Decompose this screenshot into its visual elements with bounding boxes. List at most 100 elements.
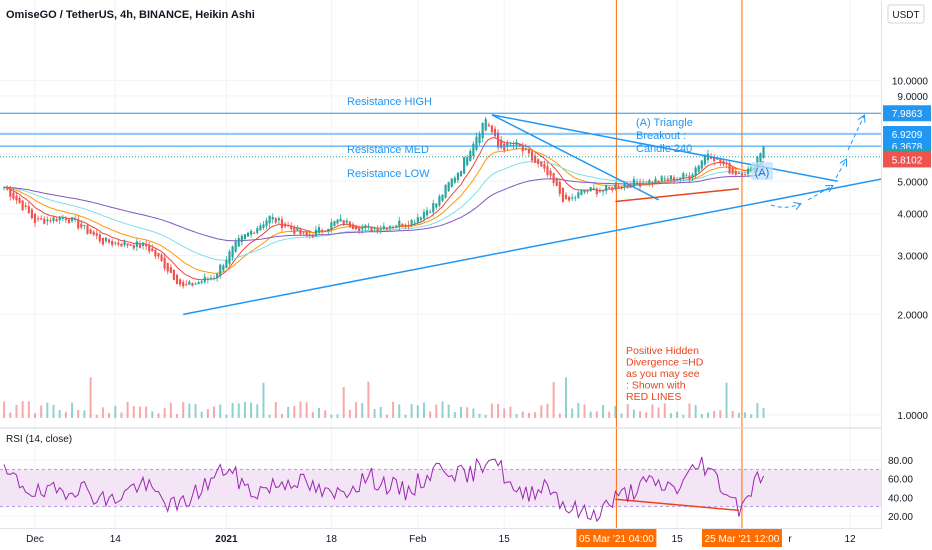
candle-body [453,177,456,183]
volume-bar [108,412,111,418]
candle-body [157,253,160,257]
volume-bar [188,403,191,418]
price-tick-0: 10.0000 [892,77,929,88]
candle-body [333,220,336,227]
candle-body [268,215,271,224]
candle-body [401,223,404,226]
candle-body [500,139,503,148]
trendline-1 [491,114,838,182]
volume-bar [379,406,382,418]
volume-bar [311,411,314,418]
candle-body [274,218,277,223]
candle-body [688,175,691,180]
volume-bar [595,411,598,418]
vertical-marker-labels: 05 Mar '21 04:00 25 Mar '21 12:00 [576,529,782,547]
candle-body [679,177,682,179]
candle-body [475,136,478,150]
trendline-0 [183,174,900,316]
candle-body [398,220,401,227]
volume-bar [182,402,185,418]
volume-bar [46,402,49,418]
candle-body [651,182,654,184]
volume-bar [132,406,135,418]
candle-body [290,225,293,230]
candle-body [623,183,626,188]
volume-bar [34,413,36,418]
candle-body [117,242,120,245]
volume-bar [422,402,425,418]
volume-bar [762,407,765,418]
candle-body [225,259,228,268]
currency-button[interactable] [887,4,925,24]
volume-bar [614,405,617,418]
candle-body [709,156,713,159]
candle-body [589,186,592,192]
level-label-box-0 [883,105,931,122]
candle-body [240,235,243,243]
volume-bar [447,404,450,418]
candle-body [574,197,577,199]
vertical-marker-lines [615,0,743,528]
volume-bar [744,412,747,418]
volume-bar [268,414,271,418]
time-axis[interactable] [0,528,932,550]
volume-bar [274,402,277,418]
candle-body [160,254,163,261]
projection-arrows [770,116,864,207]
time-tick-7: 12 [844,534,856,545]
price-axis[interactable] [882,0,932,550]
volume-bar [342,387,345,418]
volume-bar [663,403,666,418]
volume-bar [114,405,117,418]
candle-body [447,182,450,192]
divergence-note-line-4: RED LINES [626,391,681,403]
rsi-label: RSI (14, close) [6,434,72,445]
candle-body [27,206,30,213]
candle-body [212,278,216,280]
candle-body [509,144,512,146]
candle-body [728,163,731,174]
vertical-marker-label-box-1 [701,529,782,547]
candle-body [392,226,395,228]
candle-body [645,183,648,185]
candle-body [256,228,259,233]
volume-bar [571,408,574,418]
candle-body [694,167,697,176]
candle-body [567,196,571,201]
time-tick-0: Dec [26,534,44,545]
currency-button-label[interactable]: USDT [892,10,919,21]
candle-body [101,237,104,245]
candle-body [747,168,750,175]
candle-body [543,164,546,169]
volume-bar [441,401,444,418]
volume-bar [639,411,642,418]
volume-bar [225,414,228,418]
candle-body [561,187,564,202]
candle-body [737,172,740,174]
candle-body [219,264,222,277]
volume-bar [392,401,395,418]
candle-body [265,220,268,227]
candle-body [154,249,157,257]
volume-bar [27,401,30,418]
candle-body [92,231,95,235]
candle-body [61,217,64,219]
time-tick-cut: r [788,534,792,545]
volume-bar [602,405,605,418]
volume-bar [318,407,321,418]
candle-body [188,281,191,285]
candle-body [277,218,280,221]
candle-body [743,174,747,176]
candle-body [40,218,43,220]
candle-body [216,273,219,279]
volume-bar [515,414,518,418]
candle-body [469,150,472,162]
volume-bar [169,402,172,418]
volume-bar [713,411,716,418]
candle-body [98,234,101,242]
candle-body [540,161,543,167]
candle-body [179,279,182,285]
volume-bar [243,401,246,418]
